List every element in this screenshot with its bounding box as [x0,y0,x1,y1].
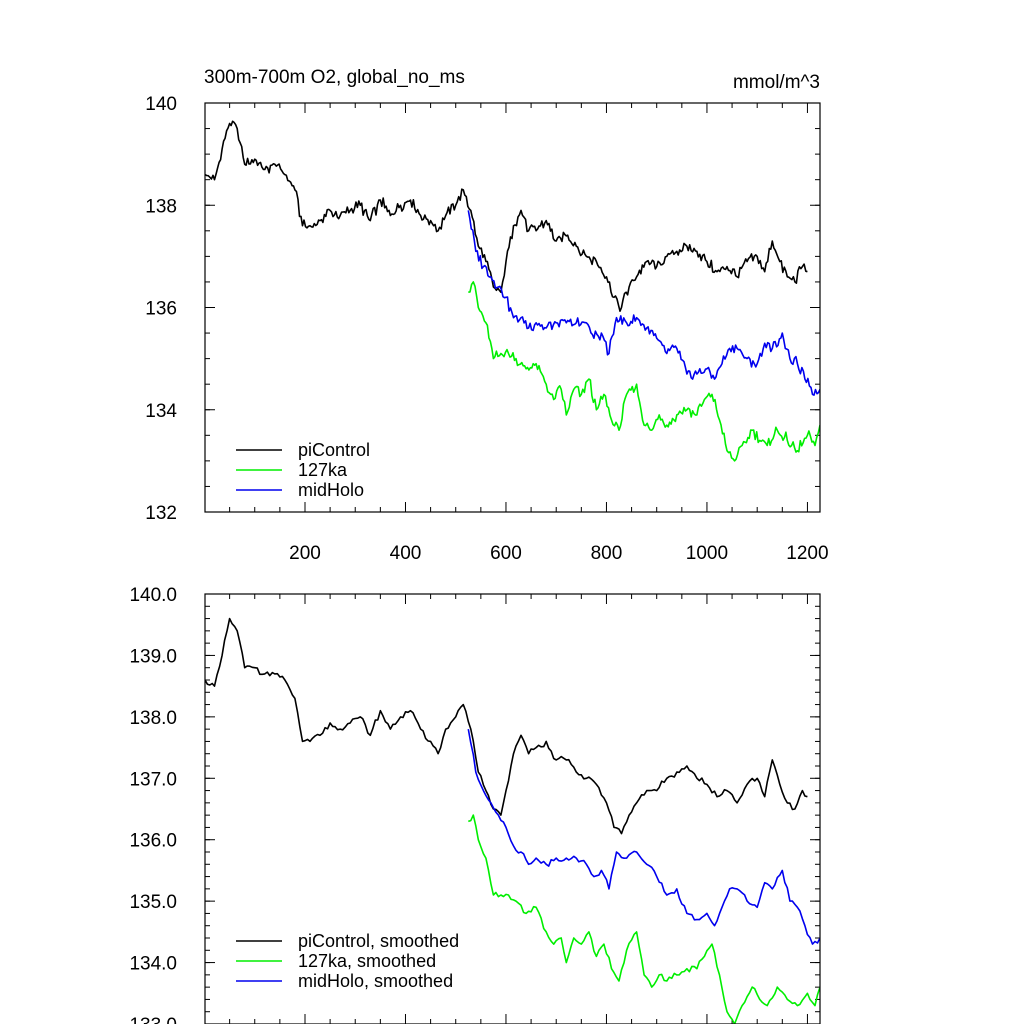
legend-label: 127ka, smoothed [298,951,436,971]
top-x-tick-labels: 200 400 600 800 1000 1200 [289,543,828,564]
bottom-panel: 133.0 134.0 135.0 136.0 137.0 138.0 139.0 140.0… [129,585,821,1029]
x-tick-label: 1200 [786,543,828,564]
top-panel: 300m-700m O2, global_no_ms mmol/m^3 1321… [145,67,828,564]
bottom-series-lines [205,617,820,1024]
units-label: mmol/m^3 [733,72,820,93]
legend-label: midHolo, smoothed [298,971,453,991]
top-series-lines [205,120,820,462]
series-line-1 [205,120,808,312]
y-tick-label: 132 [145,503,177,524]
x-tick-label: 800 [591,543,623,564]
y-tick-label: 133.0 [129,1015,177,1024]
y-tick-label: 138 [145,196,177,217]
y-tick-label: 139.0 [129,646,177,667]
bottom-y-tick-labels: 133.0 134.0 135.0 136.0 137.0 138.0 139.0 140.0 [129,585,177,1029]
x-tick-label: 400 [390,543,422,564]
legend-label: 127ka [298,460,348,480]
y-tick-label: 140 [145,94,177,115]
y-tick-label: 140.0 [129,585,177,606]
legend-label: piControl, smoothed [298,931,459,951]
top-plot-frame [204,102,821,513]
series-line-3 [467,210,820,396]
y-tick-label: 136 [145,299,177,320]
series-line-1 [205,617,808,835]
legend-label: midHolo [298,480,364,500]
y-tick-label: 137.0 [129,769,177,790]
chart-title: 300m-700m O2, global_no_ms [204,67,465,88]
x-tick-label: 600 [490,543,522,564]
series-line-2 [468,814,820,1024]
series-line-2 [468,281,820,462]
y-tick-label: 135.0 [129,892,177,913]
top-y-tick-labels: 132 134 136 138 140 [145,94,177,524]
legend-label: piControl [298,440,370,460]
x-tick-label: 1000 [686,543,728,564]
series-line-3 [467,728,820,945]
y-tick-label: 134.0 [129,954,177,975]
x-tick-label: 200 [289,543,321,564]
y-tick-label: 136.0 [129,831,177,852]
y-tick-label: 134 [145,401,177,422]
y-tick-label: 138.0 [129,708,177,729]
